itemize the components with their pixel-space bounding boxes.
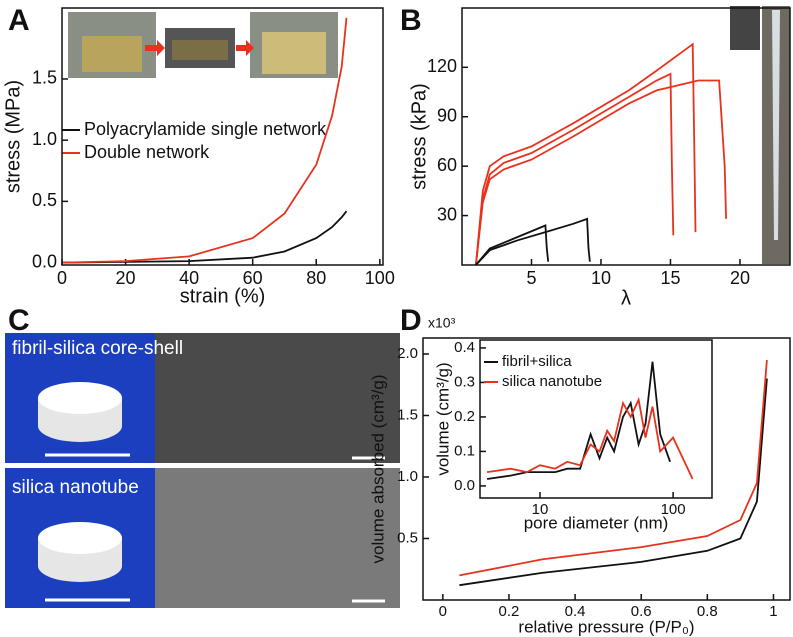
plot-frame [422,337,791,601]
y-tick-label: 60 [437,155,457,175]
axis-multiplier: x10³ [428,315,456,331]
series-line [475,217,591,266]
legend-label: fibril+silica [502,353,572,370]
y-tick-label: 120 [427,56,457,76]
plot-frame [61,7,384,266]
inset-background [480,340,712,498]
y-tick-label: 1.0 [32,129,57,149]
y-tick-label: 2.0 [397,345,418,362]
series-line [61,210,348,264]
x-tick-label: 20 [116,268,136,288]
x-axis-label: λ [621,287,631,309]
plot-frame [479,339,713,499]
y-tick-label: 0.0 [454,477,475,494]
x-axis-label: relative pressure (P/P₀) [518,617,694,636]
y-tick-label: 1.5 [397,406,418,423]
x-tick-label: 20 [730,268,750,288]
image-label: fibril-silica core-shell [12,338,183,359]
photo-inset [730,6,790,264]
panel-label: D [400,304,422,337]
legend-label: Polyacrylamide single network [84,119,327,139]
plot-frame [461,7,791,266]
series-line [475,72,675,266]
x-tick-label: 100 [661,501,686,518]
x-tick-label: 10 [532,501,549,518]
y-tick-label: 1.0 [397,468,418,485]
x-tick-label: 60 [243,268,263,288]
image-label: silica nanotube [12,477,139,498]
series-line [475,224,550,266]
x-axis-label: pore diameter (nm) [524,513,669,532]
x-tick-label: 0.6 [631,603,652,620]
panel-label: A [8,4,30,37]
y-tick-label: 0.5 [397,529,418,546]
x-tick-label: 40 [179,268,199,288]
y-axis-label: stress (MPa) [2,80,24,193]
legend-label: Double network [84,142,210,162]
y-axis-label: volume absorbed (cm³/g) [368,375,387,564]
y-axis-label: stress (kPa) [408,83,430,190]
x-tick-label: 15 [660,268,680,288]
y-tick-label: 0.4 [454,339,475,356]
y-tick-label: 1.5 [32,68,57,88]
photo-inset [68,12,338,78]
y-axis-label: volume (cm³/g) [433,362,452,475]
series-line [486,361,671,480]
y-tick-label: 0.1 [454,442,475,459]
series-line [61,17,348,264]
x-axis-label: strain (%) [180,285,266,307]
x-tick-label: 5 [526,268,536,288]
x-tick-label: 100 [365,268,395,288]
series-line [459,378,768,587]
x-tick-label: 0 [57,268,67,288]
series-line [486,396,694,480]
sample-image [5,333,400,608]
x-tick-label: 0.4 [565,603,586,620]
series-line [475,42,697,266]
panel-label: B [400,4,422,37]
x-tick-label: 10 [591,268,611,288]
x-tick-label: 1 [769,603,777,620]
legend-label: silica nanotube [502,373,602,390]
panel-label: C [8,304,30,337]
y-tick-label: 0.2 [454,408,475,425]
y-tick-label: 0.3 [454,373,475,390]
x-tick-label: 80 [306,268,326,288]
x-tick-label: 0 [439,603,447,620]
y-tick-label: 30 [437,204,457,224]
y-tick-label: 0.5 [32,190,57,210]
y-tick-label: 90 [437,105,457,125]
x-tick-label: 0.2 [499,603,520,620]
series-line [459,360,768,577]
y-tick-label: 0.0 [32,251,57,271]
x-tick-label: 0.8 [697,603,718,620]
series-line [475,79,727,266]
